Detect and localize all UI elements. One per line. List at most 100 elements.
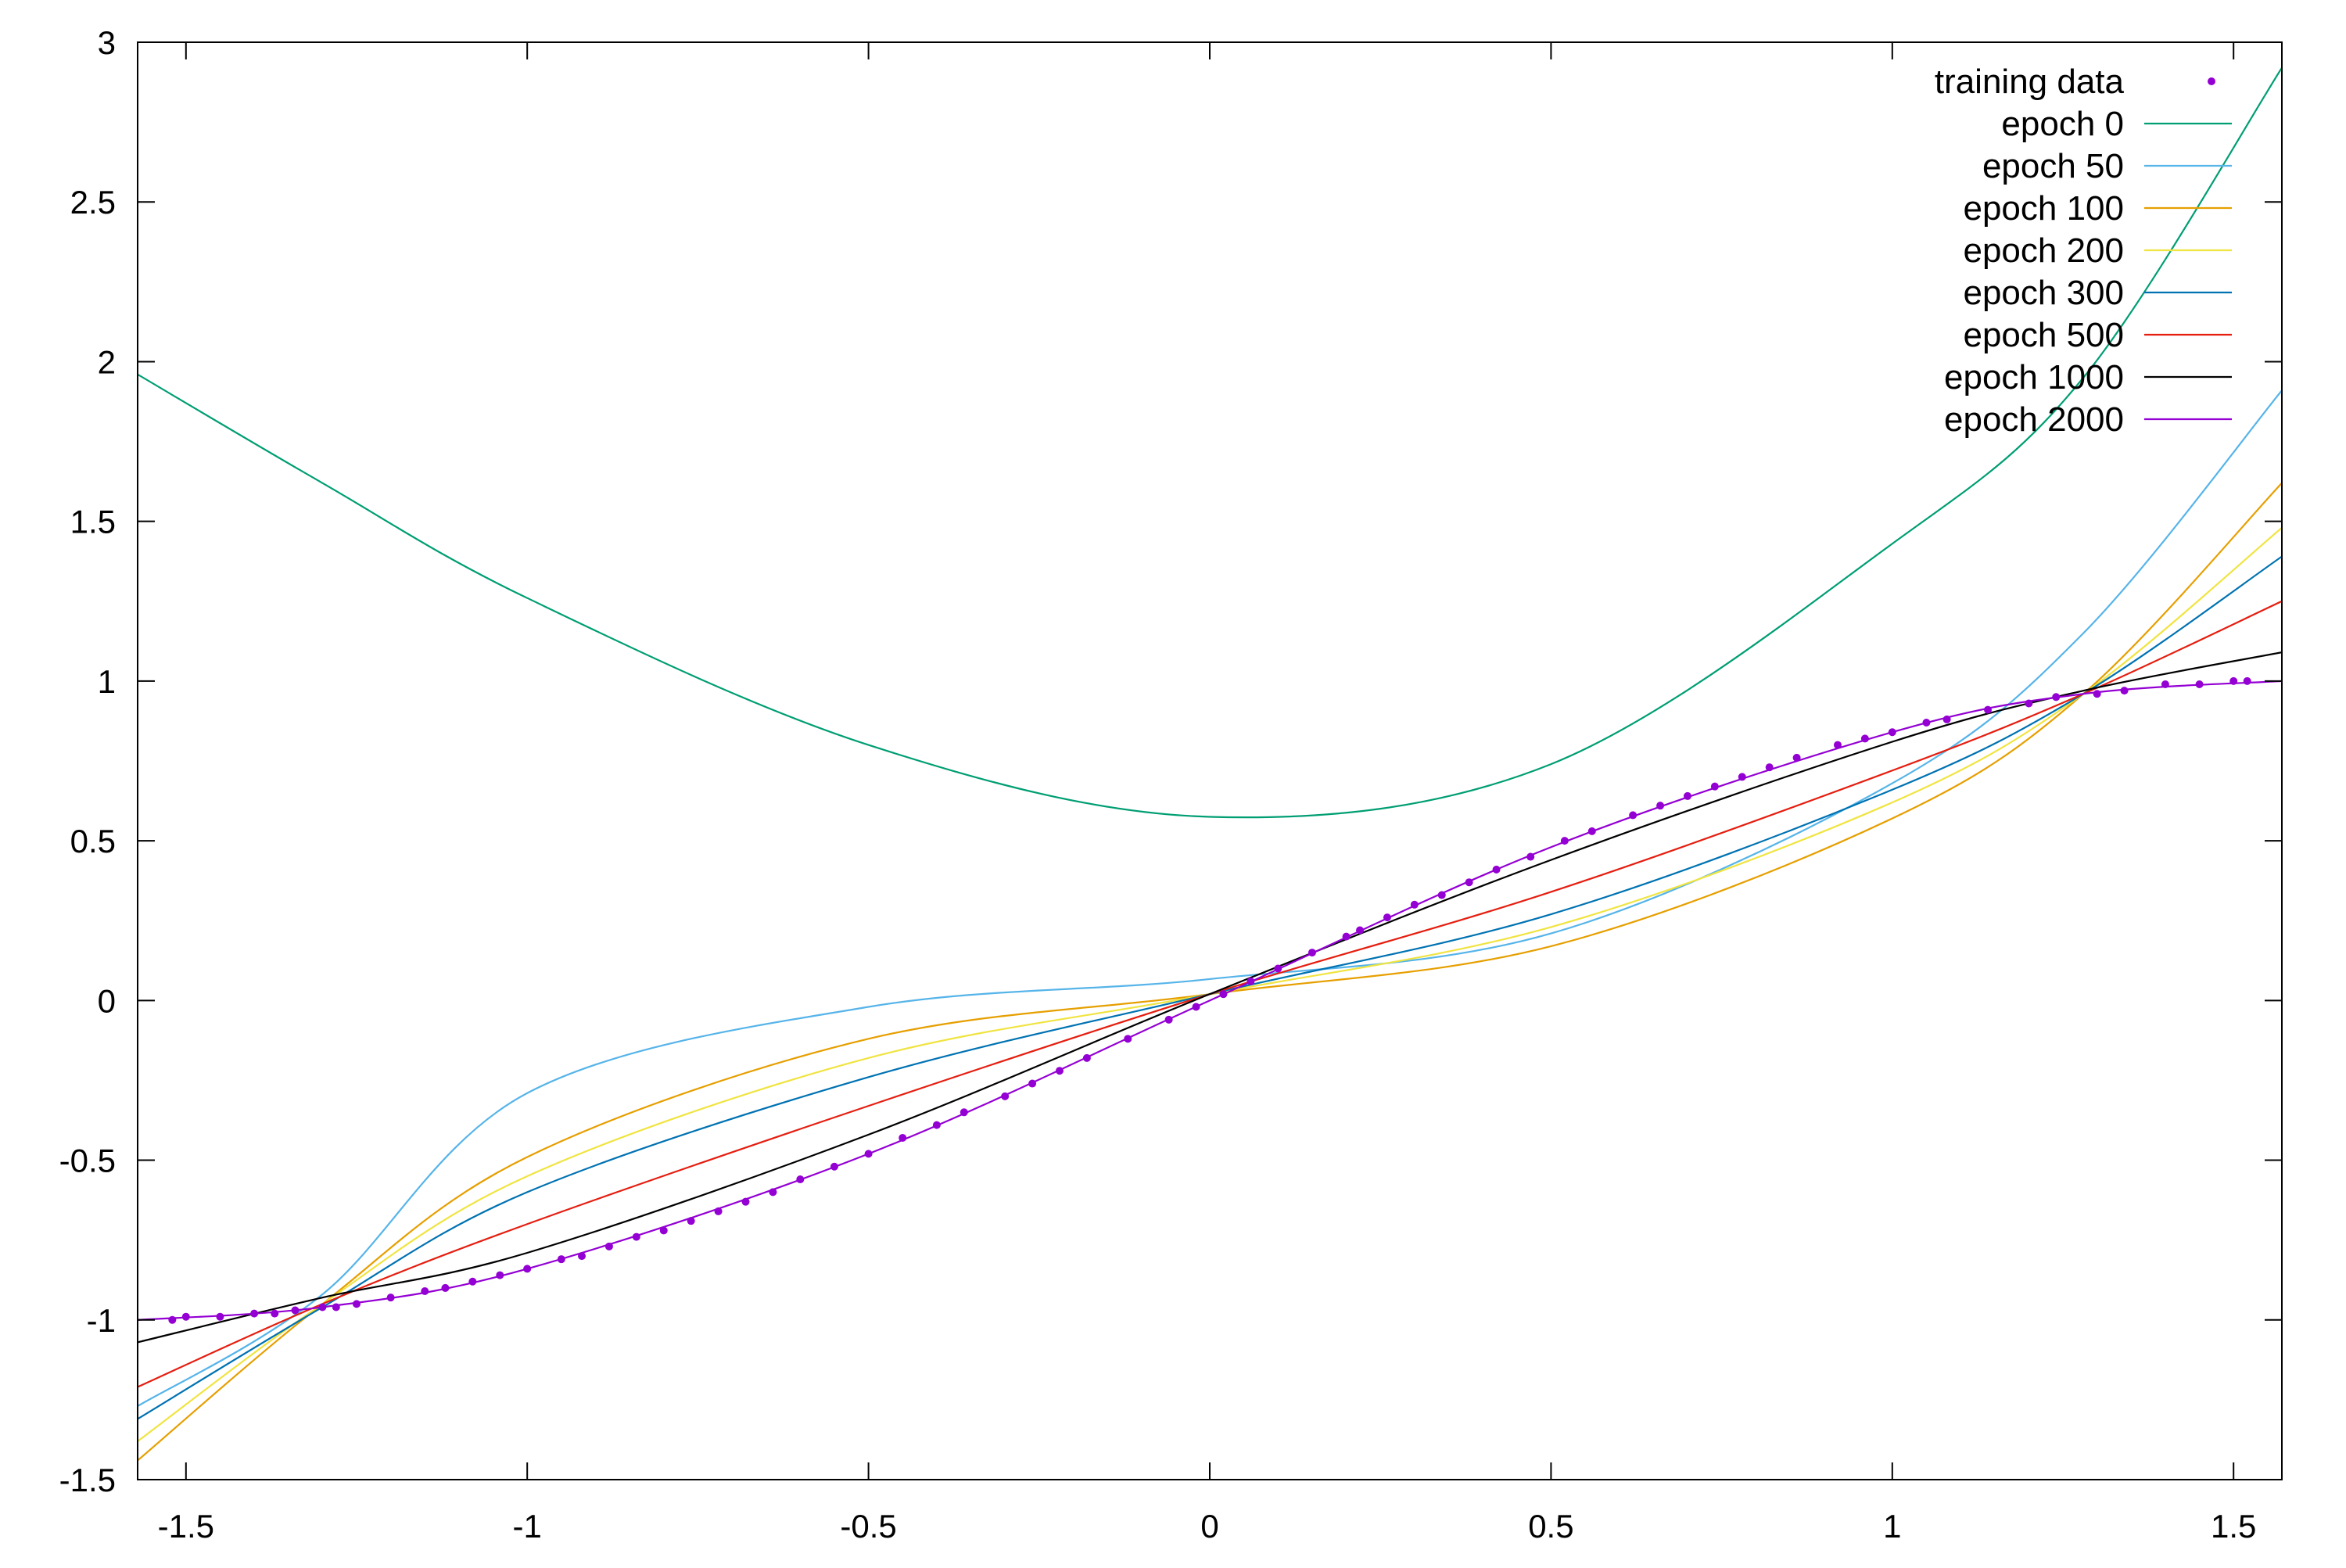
training-data-point: [1983, 705, 1992, 714]
training-data-point: [796, 1175, 805, 1184]
training-data-point: [578, 1252, 586, 1261]
legend-label: training data: [1935, 63, 2125, 101]
training-data-point: [714, 1207, 723, 1215]
training-data-point: [687, 1217, 695, 1225]
training-data-point: [1124, 1035, 1132, 1043]
training-data-point: [1028, 1079, 1037, 1088]
axes: -1.5 -1 -0.5 0 0.5 1 1.5 -1.5 -1 -0.5 0 0.5 1 1.5 2 2.5…: [59, 24, 2283, 1545]
training-data-point: [2052, 693, 2061, 701]
training-data-point: [181, 1312, 190, 1321]
training-data-point: [2093, 690, 2101, 698]
x-tick-label: -1.5: [158, 1508, 214, 1545]
training-data-point: [899, 1133, 907, 1142]
training-data-point: [2195, 680, 2204, 688]
training-data-point: [1192, 1003, 1200, 1011]
curve-epoch-100: [138, 482, 2282, 1462]
curve-epoch-50: [138, 389, 2282, 1408]
training-data-point: [1308, 949, 1316, 957]
training-data-point: [1833, 741, 1842, 749]
training-data-point: [168, 1315, 177, 1324]
training-data-point: [1001, 1092, 1010, 1100]
training-data-point: [2025, 699, 2033, 708]
training-data-point: [1629, 811, 1638, 820]
training-data-point: [2243, 676, 2251, 685]
training-data-point: [386, 1294, 395, 1302]
y-tick-label: 1: [98, 663, 116, 700]
training-data-point: [523, 1265, 532, 1273]
training-data-point: [271, 1309, 279, 1318]
legend-label: epoch 500: [1963, 316, 2124, 354]
training-data-point: [1437, 891, 1446, 899]
training-data-point: [1410, 900, 1419, 909]
legend-label: epoch 2000: [1944, 400, 2124, 439]
y-tick-label: 2.5: [70, 184, 116, 221]
y-tick-label: 0.5: [70, 823, 116, 859]
training-data-point: [216, 1312, 224, 1321]
training-data-points: [168, 676, 2251, 1324]
curve-epoch-1000: [138, 651, 2282, 1344]
training-data-point: [1656, 802, 1665, 810]
training-data-point: [1683, 791, 1691, 800]
training-data-point: [2120, 687, 2129, 695]
curve-epoch-300: [138, 555, 2282, 1420]
training-data-point: [1055, 1067, 1064, 1075]
training-data-point: [960, 1108, 968, 1117]
training-data-point: [1922, 718, 1931, 727]
x-tick-label: 1.5: [2211, 1508, 2256, 1545]
y-tick-label: -0.5: [59, 1143, 116, 1179]
training-data-point: [1492, 865, 1501, 874]
training-data-point: [291, 1306, 300, 1315]
legend-label: epoch 300: [1963, 274, 2124, 312]
legend-point-icon: [2208, 77, 2215, 85]
y-tick-label: 1.5: [70, 504, 116, 540]
training-data-point: [1356, 926, 1365, 935]
x-tick-label: 1: [1883, 1508, 1901, 1545]
training-data-point: [632, 1233, 640, 1241]
legend-label: epoch 50: [1982, 147, 2124, 185]
training-data-point: [1526, 852, 1535, 861]
training-data-point: [1942, 715, 1951, 723]
legend-label: epoch 200: [1963, 231, 2124, 270]
training-data-point: [352, 1300, 361, 1308]
training-data-point: [659, 1226, 668, 1235]
y-tick-label: 0: [98, 982, 116, 1019]
training-data-point: [1219, 990, 1228, 999]
series-curves: [138, 67, 2282, 1462]
y-tick-label: -1: [87, 1302, 116, 1339]
training-data-point: [1792, 753, 1801, 762]
training-data-point: [318, 1303, 327, 1311]
x-tick-label: -1: [513, 1508, 542, 1545]
training-data-point: [1710, 782, 1719, 791]
training-data-point: [1164, 1015, 1173, 1024]
training-data-point: [741, 1197, 750, 1206]
training-data-point: [1465, 878, 1473, 887]
y-tick-label: 2: [98, 343, 116, 380]
training-data-point: [1082, 1053, 1091, 1062]
training-data-point: [1860, 734, 1869, 743]
training-data-point: [468, 1277, 477, 1286]
legend-label: epoch 100: [1963, 189, 2124, 228]
training-data-point: [1274, 964, 1282, 973]
legend-label: epoch 0: [2001, 105, 2124, 143]
training-data-point: [830, 1162, 838, 1171]
training-data-point: [496, 1271, 504, 1279]
training-data-point: [557, 1255, 565, 1264]
y-tick-label: 3: [98, 24, 116, 61]
curve-epoch-0: [138, 67, 2282, 819]
y-tick-label: -1.5: [59, 1462, 116, 1498]
training-data-point: [864, 1150, 873, 1158]
training-data-point: [1383, 913, 1391, 922]
training-data-point: [421, 1287, 429, 1296]
x-tick-label: -0.5: [840, 1508, 896, 1545]
x-tick-label: 0.5: [1528, 1508, 1573, 1545]
training-data-point: [1738, 773, 1746, 781]
legend-label: epoch 1000: [1944, 358, 2124, 396]
training-data-point: [332, 1303, 340, 1311]
training-data-point: [1765, 763, 1774, 772]
training-data-point: [2229, 676, 2238, 685]
training-data-point: [1247, 977, 1255, 985]
training-data-point: [604, 1242, 613, 1250]
